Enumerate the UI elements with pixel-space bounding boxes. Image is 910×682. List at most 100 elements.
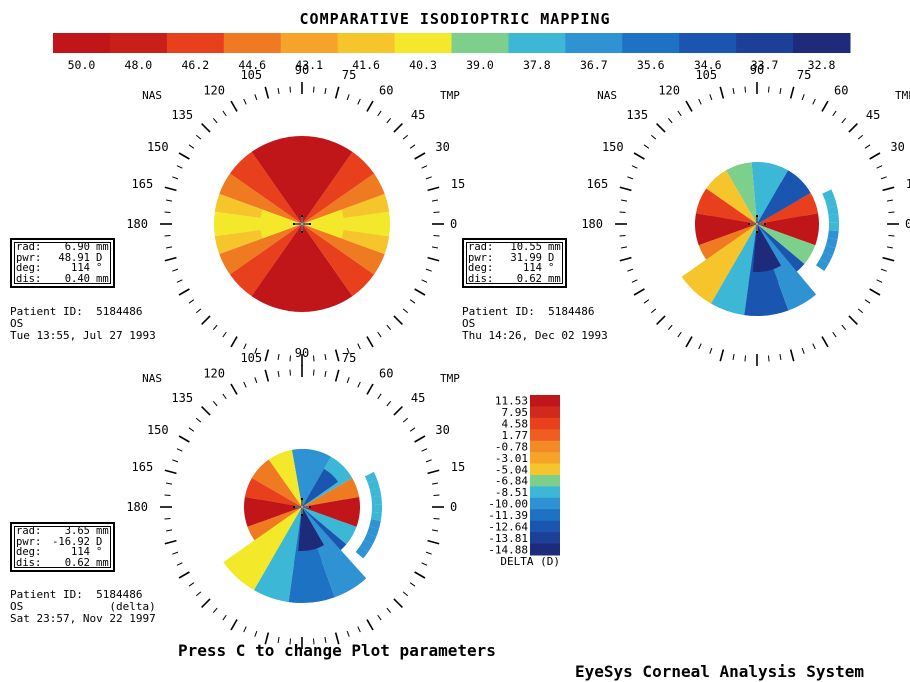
- polar-tick: [433, 211, 440, 213]
- map-2-arc: [827, 230, 839, 240]
- delta-value-label: -8.51: [495, 486, 528, 499]
- angle-label: 105: [695, 68, 717, 82]
- map-2-center: [709, 215, 757, 241]
- delta-value-label: -6.84: [495, 475, 528, 488]
- map-3-arc: [371, 504, 383, 513]
- map-1-sector: [302, 224, 385, 275]
- polar-tick: [195, 417, 202, 423]
- polar-tick: [386, 400, 392, 407]
- polar-tick: [334, 86, 340, 99]
- polar-tick: [393, 315, 403, 325]
- polar-tick: [212, 400, 218, 407]
- map-2-arc: [825, 237, 838, 248]
- angle-label: 90: [750, 63, 764, 77]
- angle-label: 105: [240, 68, 262, 82]
- map-3-center: [258, 499, 302, 523]
- polar-tick: [201, 598, 211, 608]
- polar-tick: [414, 435, 426, 443]
- delta-swatch: [530, 395, 560, 407]
- polar-tick: [195, 134, 202, 140]
- map-2-sector: [706, 170, 757, 224]
- polar-tick: [685, 100, 693, 112]
- scale-swatch: [622, 33, 680, 53]
- angle-label: 135: [171, 391, 193, 405]
- polar-tick: [619, 211, 626, 213]
- delta-swatch: [530, 532, 560, 545]
- polar-tick: [656, 315, 666, 325]
- polar-tick: [264, 369, 270, 382]
- page-title: COMPARATIVE ISODIOPTRIC MAPPING: [299, 10, 611, 28]
- polar-tick: [779, 88, 782, 95]
- map-1-sector: [219, 224, 302, 275]
- polar-tick: [188, 582, 195, 587]
- polar-tick: [201, 406, 211, 416]
- polar-tick: [789, 349, 795, 362]
- polar-tick: [188, 427, 195, 432]
- map-3-lobe: [223, 507, 302, 591]
- angle-label: 150: [147, 423, 169, 437]
- angle-label: 30: [435, 140, 449, 154]
- polar-tick: [357, 626, 361, 633]
- polar-tick: [201, 123, 211, 133]
- polar-tick: [402, 417, 409, 423]
- polar-tick: [709, 94, 713, 101]
- polar-tick: [869, 152, 881, 160]
- map-3-lobe: [254, 507, 302, 603]
- polar-tick: [425, 551, 432, 555]
- polar-tick: [409, 582, 416, 587]
- angle-label: 120: [203, 367, 225, 381]
- scale-value-label: 48.0: [125, 58, 153, 72]
- angle-label: 75: [342, 351, 356, 365]
- map-1-sector: [229, 224, 302, 297]
- polar-tick: [176, 279, 183, 283]
- scale-value-label: 33.7: [751, 58, 779, 72]
- polar-tick: [212, 324, 218, 331]
- polar-tick: [195, 591, 202, 597]
- map-2-center: [757, 215, 805, 241]
- map-1-sector: [302, 173, 385, 224]
- polar-tick: [289, 369, 291, 376]
- polar-tick: [433, 494, 440, 496]
- angle-label: 90: [295, 63, 309, 77]
- map-2-lobe: [711, 224, 757, 316]
- polar-tick: [164, 518, 171, 520]
- polar-tick: [377, 110, 382, 117]
- polar-tick: [857, 134, 864, 140]
- map-3-sector: [268, 449, 302, 507]
- polar-tick: [801, 94, 805, 101]
- delta-swatch: [530, 520, 560, 533]
- map-2-sector: [757, 224, 816, 264]
- map-2-sector: [695, 188, 757, 224]
- map-3-sector: [302, 507, 357, 545]
- angle-label: 75: [797, 68, 811, 82]
- delta-swatch: [530, 509, 560, 522]
- nasal-label: NAS: [142, 372, 162, 385]
- polar-tick: [848, 315, 858, 325]
- angle-label: 0: [450, 217, 457, 231]
- polar-tick: [164, 186, 177, 192]
- polar-tick: [254, 630, 258, 637]
- polar-tick: [277, 371, 280, 378]
- scale-swatch: [565, 33, 623, 53]
- polar-tick: [719, 349, 725, 362]
- map-1-sector: [251, 224, 353, 313]
- polar-tick: [393, 406, 403, 416]
- scale-swatch: [394, 33, 452, 53]
- polar-tick: [289, 638, 291, 645]
- polar-tick: [346, 94, 350, 101]
- delta-value-label: -13.81: [488, 532, 528, 545]
- map-3-sector: [244, 478, 302, 507]
- polar-tick: [882, 186, 895, 192]
- polar-tick: [812, 98, 816, 105]
- angle-label: 90: [295, 346, 309, 360]
- patient-info-map-1: Patient ID: 5184486 OS Tue 13:55, Jul 27…: [10, 305, 156, 342]
- map-2-arc: [815, 258, 829, 272]
- scale-value-label: 40.3: [409, 58, 437, 72]
- polar-tick: [164, 235, 171, 237]
- polar-tick: [166, 529, 173, 532]
- map-1-sector: [214, 211, 302, 237]
- delta-swatch: [530, 486, 560, 499]
- polar-tick: [864, 299, 871, 304]
- polar-tick: [166, 199, 173, 202]
- delta-value-label: -5.04: [495, 463, 528, 476]
